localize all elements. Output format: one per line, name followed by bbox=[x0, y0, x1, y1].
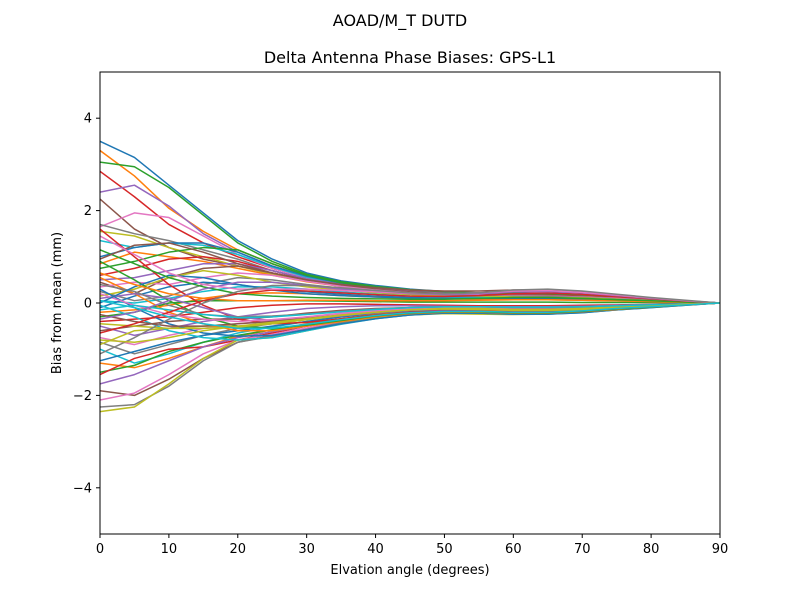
x-tick-label: 0 bbox=[96, 542, 104, 557]
x-tick-label: 40 bbox=[367, 542, 384, 557]
x-tick-label: 10 bbox=[161, 542, 178, 557]
y-axis: −4 −2 0 2 4 bbox=[73, 112, 100, 496]
series-line-60 bbox=[100, 299, 720, 330]
series-line-1 bbox=[100, 140, 720, 304]
x-axis-label: Elvation angle (degrees) bbox=[330, 563, 489, 578]
y-tick-label: −2 bbox=[73, 389, 92, 404]
series-line-36 bbox=[100, 302, 720, 397]
y-tick-label: 4 bbox=[84, 112, 92, 127]
series-line-53 bbox=[100, 249, 720, 304]
y-axis-label: Bias from mean (mm) bbox=[50, 232, 65, 374]
figure-suptitle: AOAD/M_T DUTD bbox=[333, 11, 467, 31]
x-tick-label: 60 bbox=[505, 542, 522, 557]
series-line-54 bbox=[100, 289, 720, 334]
y-tick-label: −4 bbox=[73, 481, 92, 496]
x-tick-label: 90 bbox=[712, 542, 729, 557]
x-tick-label: 50 bbox=[436, 542, 453, 557]
series-line-52 bbox=[100, 272, 720, 304]
x-tick-label: 20 bbox=[230, 542, 247, 557]
y-tick-label: 0 bbox=[84, 297, 92, 312]
series-line-59 bbox=[100, 302, 720, 344]
x-tick-label: 30 bbox=[298, 542, 315, 557]
x-tick-label: 80 bbox=[643, 542, 660, 557]
chart-title: Delta Antenna Phase Biases: GPS-L1 bbox=[264, 48, 556, 67]
series-line-38 bbox=[100, 302, 720, 408]
x-tick-label: 70 bbox=[574, 542, 591, 557]
series-line-58 bbox=[100, 284, 720, 355]
y-tick-label: 2 bbox=[84, 204, 92, 219]
series-line-3 bbox=[100, 161, 720, 304]
series-layer bbox=[100, 140, 720, 413]
series-line-50 bbox=[100, 302, 720, 319]
x-axis: 0 10 20 30 40 50 60 70 80 90 bbox=[96, 534, 728, 557]
